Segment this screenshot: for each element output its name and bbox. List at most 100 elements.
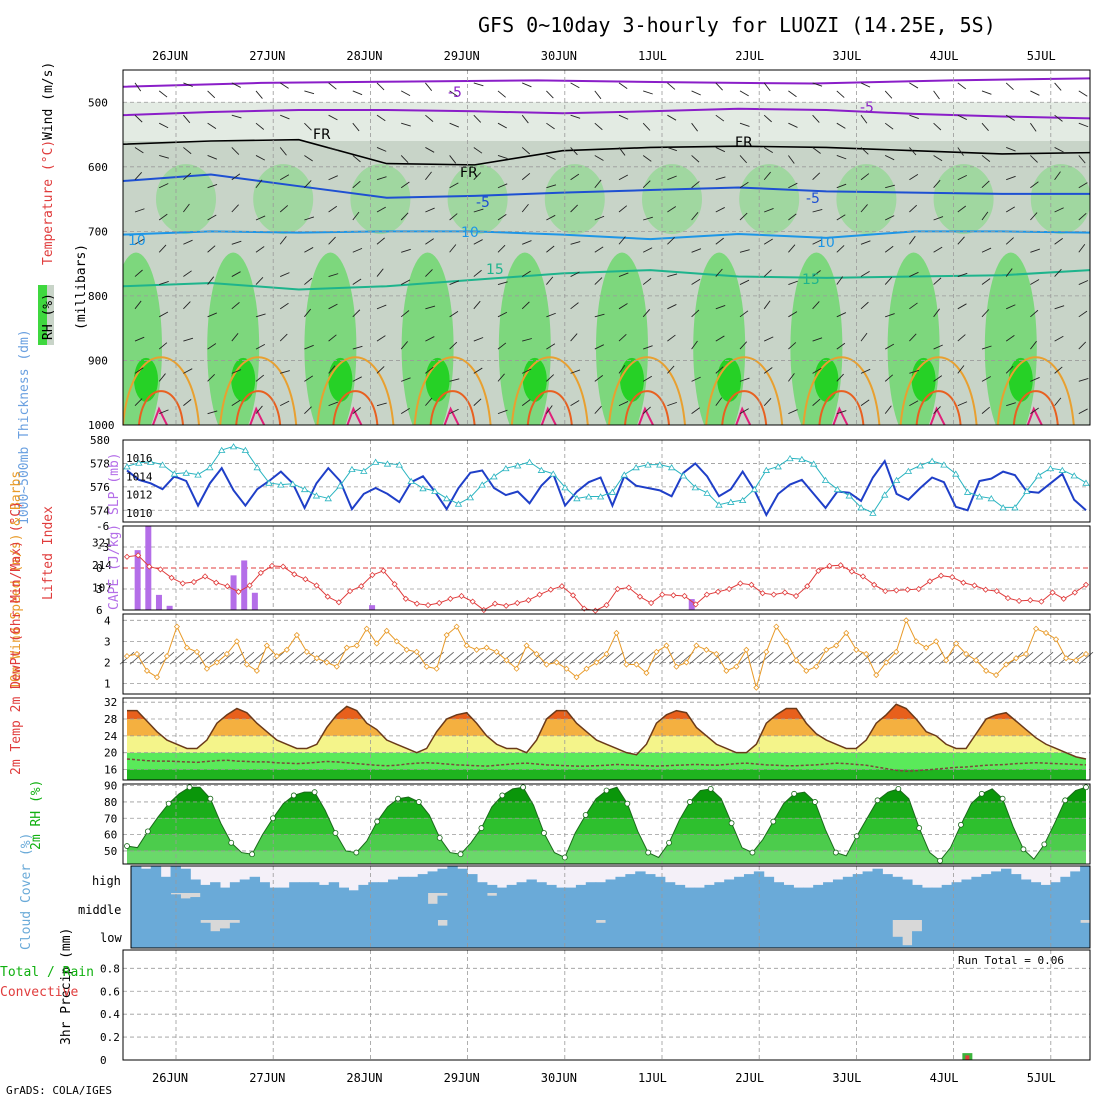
wind-barb	[1078, 310, 1088, 318]
slp-marker	[324, 495, 332, 502]
cloud-cell	[378, 920, 389, 948]
wind-barb	[909, 400, 919, 407]
wind10m-barb	[129, 651, 145, 665]
cloud-cell	[734, 920, 745, 948]
wind-marker	[1062, 655, 1070, 662]
cloud-cell	[249, 920, 261, 948]
cloud-cell	[486, 895, 498, 920]
rh-marker	[812, 799, 818, 805]
cloud-cell	[1080, 866, 1090, 893]
wind-barb	[933, 122, 942, 131]
li-marker	[491, 600, 499, 607]
li-marker	[603, 602, 610, 609]
wind10m-barb	[369, 651, 384, 665]
slp-marker	[656, 461, 664, 468]
wind-barb	[352, 247, 363, 253]
wind-barb	[763, 269, 772, 277]
cloud-cell	[437, 895, 448, 920]
cloud-cell	[941, 920, 953, 948]
bottom-date-label: 3JUL	[832, 1071, 861, 1085]
cloud-cell	[763, 893, 775, 920]
wind-barb	[497, 281, 508, 285]
cloud-cell	[872, 893, 883, 920]
cloud-cell	[961, 920, 972, 948]
wind-marker	[753, 684, 760, 691]
cloud-cell	[684, 887, 696, 893]
cloud-cell	[615, 876, 626, 893]
rh-marker	[270, 815, 276, 822]
cloud-cell	[467, 874, 478, 893]
wind-barb	[280, 114, 290, 120]
wind10m-barb	[639, 651, 654, 665]
cloud-cell	[566, 920, 577, 948]
wind-marker	[953, 640, 960, 647]
wind-barb	[473, 114, 482, 123]
cloud-cell	[654, 876, 666, 893]
wind10m-barb	[479, 651, 494, 665]
rh-marker	[561, 854, 568, 861]
li-marker	[525, 597, 532, 604]
isotherm-25-arch	[526, 390, 573, 425]
wind-barb	[304, 90, 315, 95]
wind10m-barb	[149, 651, 165, 665]
cloud-cell	[289, 893, 300, 920]
wind-barb	[425, 207, 435, 213]
rh-marker	[645, 849, 652, 856]
wind-barb	[788, 311, 798, 318]
cloud-cell	[951, 882, 962, 893]
slp-marker	[466, 494, 475, 501]
wind-barb	[642, 406, 651, 414]
li-tick: -3	[96, 541, 109, 554]
cloud-cell	[496, 887, 508, 893]
wind10m-barb	[699, 651, 714, 665]
wind-barb	[981, 278, 991, 285]
rh-marker	[1083, 784, 1089, 791]
rh-marker	[144, 828, 151, 835]
slp-marker	[691, 484, 700, 491]
cloud-cell	[803, 920, 814, 948]
rh-marker	[770, 818, 777, 825]
wind-barb	[280, 370, 290, 374]
wind-barb	[1078, 341, 1087, 350]
wind10m-barb	[739, 651, 754, 665]
wind-barb	[1054, 82, 1062, 91]
cloud-cell	[358, 893, 369, 920]
wind-barb	[521, 172, 531, 181]
wind10m-barb	[729, 651, 744, 665]
wind-barb	[909, 114, 919, 120]
wind-barb	[812, 82, 823, 87]
cape-bar	[688, 599, 695, 610]
wind-barb	[739, 377, 750, 382]
slp-marker	[277, 481, 285, 488]
wind-barb	[425, 238, 434, 245]
wind10m-barb	[529, 651, 544, 665]
wind-barb	[981, 406, 990, 414]
wind-barb	[933, 277, 942, 285]
wind10m-barb	[998, 651, 1014, 665]
wind-barb	[183, 270, 192, 277]
isotherm-20-arch	[996, 356, 1075, 425]
slp-marker	[762, 466, 771, 473]
cloud-cell	[842, 893, 854, 920]
slp-marker	[1082, 479, 1090, 486]
wind-barb	[594, 405, 602, 414]
rh-mid-cell	[447, 164, 508, 235]
cloud-cell	[1030, 893, 1042, 920]
wind-barb	[594, 215, 605, 221]
cloud-cell	[140, 920, 152, 948]
isotherm-25-arch	[1012, 390, 1059, 425]
wind-barb	[812, 398, 821, 406]
cloud-cell	[1050, 882, 1061, 893]
wind-barb	[812, 172, 821, 181]
cloud-cell	[526, 893, 537, 920]
top-date-label: 27JUN	[249, 49, 285, 63]
wind-barb	[376, 237, 385, 245]
wind-barb	[304, 247, 314, 253]
wind-marker	[233, 638, 240, 645]
thickness-tick: 578	[90, 457, 110, 470]
wind-barb	[255, 313, 266, 318]
cloud-cell	[575, 884, 587, 893]
li-tick: 3	[96, 583, 103, 596]
cloud-cell	[140, 893, 152, 920]
li-marker	[670, 592, 677, 599]
